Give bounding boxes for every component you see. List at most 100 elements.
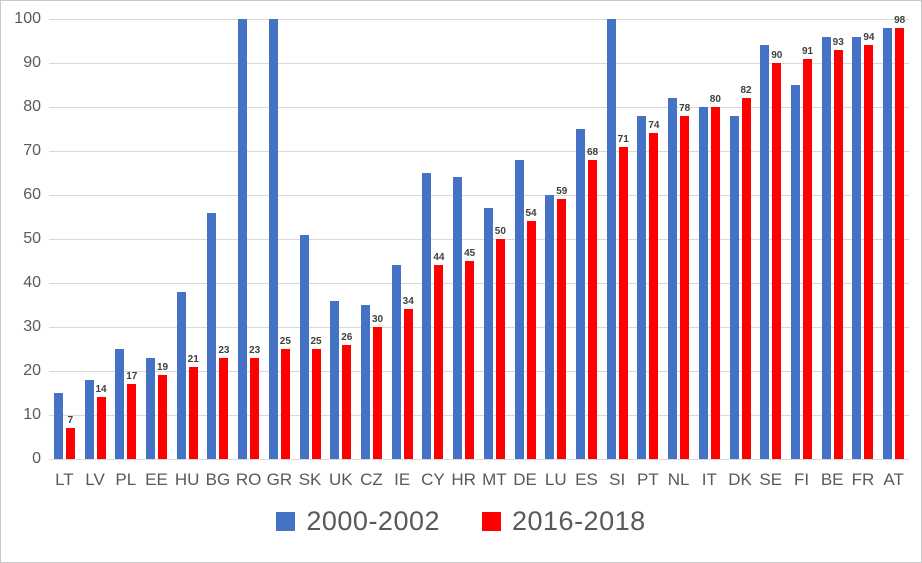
bar-data-label-BE: 93 bbox=[832, 36, 844, 48]
bar-2000-2002-LU bbox=[545, 195, 555, 459]
bar-data-label-BG: 23 bbox=[218, 344, 230, 356]
y-axis-tick-label: 70 bbox=[23, 142, 41, 159]
bar-2016-2018-SI bbox=[618, 146, 628, 459]
gridline-y10 bbox=[49, 415, 909, 416]
bar-2016-2018-HU bbox=[188, 366, 198, 459]
bar-2016-2018-GR bbox=[280, 349, 290, 459]
bar-data-label-LV: 14 bbox=[95, 384, 107, 396]
bar-2016-2018-IE bbox=[403, 309, 413, 459]
bar-2000-2002-PT bbox=[637, 115, 647, 459]
bar-2016-2018-EE bbox=[158, 375, 167, 459]
bar-2000-2002-LV bbox=[84, 379, 94, 459]
gridline-y70 bbox=[49, 151, 909, 152]
y-axis-tick-label: 50 bbox=[23, 230, 41, 247]
bar-2000-2002-FI bbox=[791, 85, 800, 459]
bar-2000-2002-PL bbox=[115, 349, 125, 459]
bar-2000-2002-GR bbox=[268, 19, 278, 459]
bar-data-label-SI: 71 bbox=[617, 133, 629, 145]
bar-2000-2002-DK bbox=[729, 115, 739, 459]
bar-2000-2002-RO bbox=[238, 19, 248, 459]
bar-2016-2018-IT bbox=[710, 107, 720, 459]
bar-2016-2018-DE bbox=[526, 221, 536, 459]
bar-2000-2002-FR bbox=[852, 36, 862, 459]
gridline-y30 bbox=[49, 327, 909, 328]
bar-data-label-FR: 94 bbox=[863, 32, 875, 44]
y-axis-tick-label: 60 bbox=[23, 186, 41, 203]
bar-2000-2002-ES bbox=[576, 129, 585, 459]
legend-label-2000-2002: 2000-2002 bbox=[306, 506, 440, 536]
bar-data-label-LU: 59 bbox=[556, 186, 568, 198]
bar-2016-2018-DK bbox=[741, 98, 751, 459]
bar-2000-2002-BE bbox=[821, 36, 831, 459]
bar-2000-2002-LT bbox=[53, 393, 63, 459]
bar-data-label-LT: 7 bbox=[67, 415, 74, 427]
x-axis-category-label-NL: NL bbox=[667, 470, 690, 489]
bar-data-label-NL: 78 bbox=[679, 102, 691, 114]
bar-2000-2002-AT bbox=[883, 27, 893, 459]
x-axis-category-label-MT: MT bbox=[482, 470, 507, 489]
bar-2016-2018-FR bbox=[864, 45, 874, 459]
y-axis-tick-label: 0 bbox=[32, 450, 41, 467]
gridline-y90 bbox=[49, 63, 909, 64]
bar-2000-2002-SK bbox=[299, 234, 309, 459]
bar-2016-2018-LV bbox=[96, 397, 106, 459]
x-axis-category-label-EE: EE bbox=[145, 470, 168, 489]
bar-2016-2018-BE bbox=[833, 49, 843, 459]
y-axis-tick-label: 90 bbox=[23, 54, 41, 71]
x-axis-category-label-IT: IT bbox=[701, 470, 717, 489]
bar-2016-2018-SK bbox=[311, 349, 321, 459]
legend-item-2000-2002: 2000-2002 bbox=[276, 506, 440, 537]
bar-2000-2002-IT bbox=[698, 107, 708, 459]
bar-data-label-PL: 17 bbox=[126, 371, 138, 383]
x-axis-category-label-BE: BE bbox=[820, 470, 844, 489]
x-axis-category-label-LT: LT bbox=[55, 470, 74, 489]
x-axis-category-label-SK: SK bbox=[298, 470, 322, 489]
x-axis-category-label-UK: UK bbox=[328, 470, 353, 489]
x-axis-category-label-CZ: CZ bbox=[360, 470, 383, 489]
bar-data-label-DK: 82 bbox=[740, 85, 752, 97]
bar-data-label-IT: 80 bbox=[709, 94, 721, 105]
bar-2000-2002-CY bbox=[422, 173, 432, 459]
bar-2016-2018-LT bbox=[65, 428, 75, 459]
legend-label-2016-2018: 2016-2018 bbox=[512, 506, 646, 536]
x-axis-category-label-PT: PT bbox=[637, 470, 659, 489]
bar-data-label-CY: 44 bbox=[433, 252, 445, 264]
bar-data-label-ES: 68 bbox=[586, 146, 599, 158]
x-axis-category-label-PL: PL bbox=[115, 470, 137, 489]
bar-data-label-MT: 50 bbox=[494, 226, 506, 237]
bar-2000-2002-HU bbox=[176, 291, 186, 459]
bar-2016-2018-FI bbox=[803, 58, 812, 459]
y-axis-tick-label: 30 bbox=[23, 318, 41, 335]
x-axis-category-label-AT: AT bbox=[883, 470, 904, 489]
bar-2000-2002-BG bbox=[207, 212, 217, 459]
bar-data-label-IE: 34 bbox=[402, 296, 414, 308]
x-axis-category-label-FR: FR bbox=[851, 470, 875, 489]
bar-data-label-GR: 25 bbox=[279, 336, 291, 347]
bar-2000-2002-EE bbox=[146, 357, 155, 459]
x-axis-category-label-CY: CY bbox=[421, 470, 445, 489]
bar-2000-2002-HR bbox=[453, 177, 463, 459]
bar-2000-2002-SE bbox=[760, 45, 770, 459]
bar-data-label-SE: 90 bbox=[771, 50, 783, 61]
x-axis-category-label-BG: BG bbox=[205, 470, 231, 489]
x-axis-category-label-RO: RO bbox=[235, 470, 262, 489]
legend-swatch-blue bbox=[276, 512, 296, 531]
bar-2016-2018-BG bbox=[219, 357, 229, 459]
bar-2016-2018-RO bbox=[250, 357, 260, 459]
x-axis-category-label-HR: HR bbox=[451, 470, 476, 489]
gridline-y80 bbox=[49, 107, 909, 108]
x-axis-category-label-ES: ES bbox=[575, 470, 598, 489]
bar-2016-2018-PL bbox=[127, 384, 137, 459]
x-axis-category-label-GR: GR bbox=[266, 470, 293, 489]
y-axis-tick-label: 10 bbox=[23, 406, 41, 423]
bar-2016-2018-AT bbox=[895, 27, 905, 459]
x-axis-category-label-DE: DE bbox=[513, 470, 537, 489]
bar-2000-2002-MT bbox=[483, 208, 493, 459]
bar-2000-2002-SI bbox=[606, 19, 616, 459]
x-axis-category-label-DK: DK bbox=[728, 470, 752, 489]
gridline-y60 bbox=[49, 195, 909, 196]
bar-2000-2002-NL bbox=[668, 98, 678, 459]
bar-2016-2018-CY bbox=[434, 265, 444, 459]
x-axis-category-label-LV: LV bbox=[85, 470, 105, 489]
gridline-y100 bbox=[49, 19, 909, 20]
